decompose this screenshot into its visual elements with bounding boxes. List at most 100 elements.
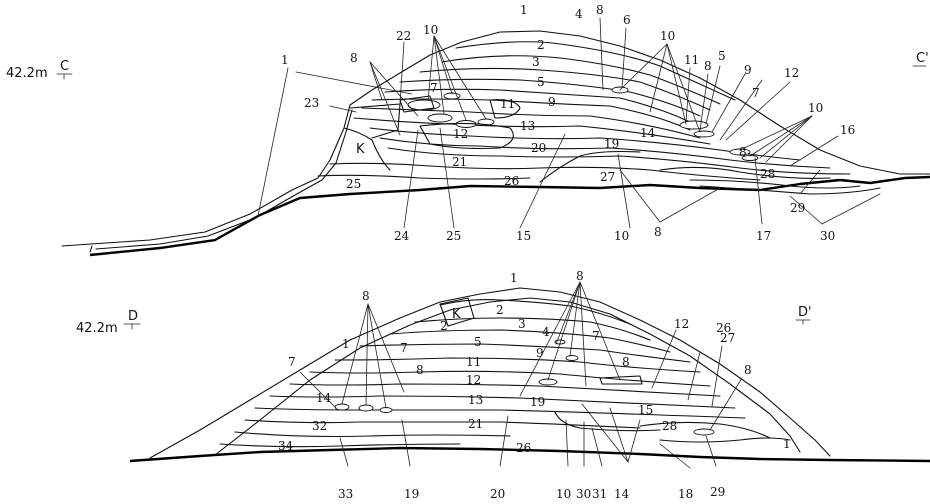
label: 26 (516, 441, 531, 455)
label: 17 (756, 229, 771, 243)
label: 9 (548, 95, 556, 109)
section-c-c: 42.2m C C' (6, 3, 930, 257)
label: 3 (532, 55, 540, 69)
label: 22 (396, 29, 411, 43)
label: 18 (678, 487, 693, 501)
label: 7 (288, 355, 296, 369)
label: 2 (440, 319, 448, 333)
label: 10 (556, 487, 571, 501)
label: 30 (820, 229, 835, 243)
label: 33 (338, 487, 353, 501)
label: 25 (446, 229, 461, 243)
label: 1 (510, 271, 518, 285)
label: 19 (604, 137, 619, 151)
label: 11 (500, 97, 515, 111)
label: 1 (342, 337, 350, 351)
label: 10 (808, 101, 823, 115)
label: 15 (638, 403, 653, 417)
label: 8 (704, 59, 712, 73)
label: 9 (536, 346, 544, 360)
label: 5 (718, 49, 726, 63)
label: 5 (537, 75, 545, 89)
label: 11 (466, 355, 481, 369)
elevation-label-bottom: 42.2m (76, 321, 118, 336)
label: 20 (490, 487, 505, 501)
label: 8 (576, 269, 584, 283)
label: 7 (430, 81, 438, 95)
label: 31 (592, 487, 607, 501)
label: 13 (468, 393, 483, 407)
label: 10 (423, 23, 438, 37)
label: 8 (739, 145, 747, 159)
label: 29 (790, 201, 805, 215)
label: 14 (614, 487, 630, 501)
label: 27 (600, 170, 615, 184)
lens-12 (419, 122, 514, 150)
label: 14 (316, 391, 332, 405)
datum-marker-c (56, 73, 73, 80)
label: 11 (684, 53, 699, 67)
label: 28 (760, 167, 775, 181)
section-end-letter-d: D' (798, 305, 812, 320)
label: 6 (623, 13, 631, 27)
label: 12 (784, 66, 799, 80)
label: 1 (281, 53, 289, 67)
outer-layer-line (95, 109, 353, 250)
label: 21 (468, 417, 483, 431)
label: 5 (474, 335, 482, 349)
section-start-letter-d: D (128, 309, 138, 324)
label: 29 (710, 485, 725, 499)
datum-marker-d-prime (795, 319, 811, 325)
mound-outline-top (61, 30, 930, 247)
label: 34 (278, 439, 294, 453)
label: 21 (452, 155, 467, 169)
label: 10 (660, 29, 675, 43)
label: 32 (312, 419, 327, 433)
label: 7 (400, 341, 408, 355)
label: 4 (575, 7, 583, 21)
label: 28 (662, 419, 677, 433)
label: 8 (416, 363, 424, 377)
label: 20 (531, 141, 546, 155)
label: 12 (466, 373, 481, 387)
label: 30 (576, 487, 591, 501)
label: 12 (453, 127, 468, 141)
label: 16 (840, 123, 855, 137)
label: 8 (744, 363, 752, 377)
mound-outline-bottom (149, 287, 831, 459)
label: 13 (520, 119, 535, 133)
label: 8 (622, 355, 630, 369)
label: 12 (674, 317, 689, 331)
label: 26 (716, 321, 731, 335)
layer-boundary (455, 41, 736, 101)
label: 19 (530, 395, 545, 409)
label: 7 (592, 329, 600, 343)
lens-10 (407, 99, 441, 111)
ground-surface-bottom (129, 446, 930, 463)
datum-marker-d (123, 323, 141, 330)
label-k: K (356, 142, 365, 157)
label: 7 (752, 86, 760, 100)
section-start-letter-c: C (60, 59, 69, 74)
label: 1 (783, 437, 791, 451)
label: 24 (394, 229, 410, 243)
label: 2 (496, 303, 504, 317)
label: 8 (350, 51, 358, 65)
label: 14 (640, 126, 656, 140)
label: 27 (720, 331, 735, 345)
label: 2 (537, 38, 545, 52)
label: 26 (504, 174, 519, 188)
label: 8 (362, 289, 370, 303)
leader-lines-bottom (299, 281, 743, 469)
leader-lines-top (257, 17, 881, 229)
label: 10 (614, 229, 629, 243)
elevation-label-top: 42.2m (6, 66, 48, 81)
label: 15 (516, 229, 531, 243)
label: 1 (520, 3, 528, 17)
layer-labels-bottom: 1 1 1 2 2 3 4 5 7 7 7 8 8 8 8 8 9 10 11 … (278, 269, 791, 501)
label: 8 (654, 225, 662, 239)
layer-labels-top: 1 1 2 3 4 5 5 6 7 7 8 8 8 8 8 9 9 10 10 … (281, 3, 855, 243)
label: 4 (542, 325, 550, 339)
label: 8 (596, 3, 604, 17)
